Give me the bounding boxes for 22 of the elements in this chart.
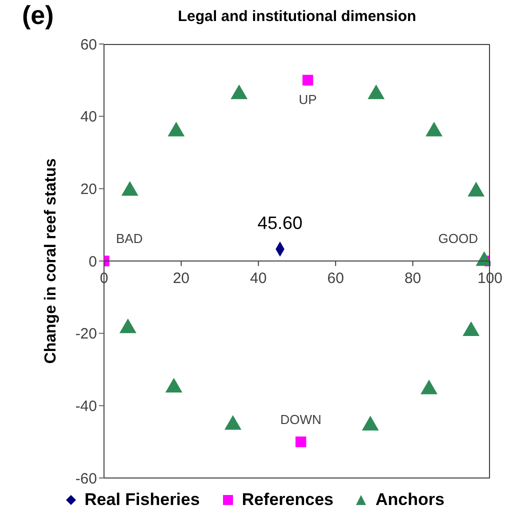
y-axis-title: Change in coral reef status bbox=[42, 158, 60, 364]
y-tick-label: -40 bbox=[75, 398, 97, 415]
annotation: UP bbox=[298, 92, 318, 108]
chart-title: Legal and institutional dimension bbox=[176, 8, 418, 25]
x-tick-label: 80 bbox=[404, 270, 422, 287]
legend-label: Anchors bbox=[374, 490, 444, 510]
annotation: GOOD bbox=[437, 231, 478, 246]
annotation: 45.60 bbox=[256, 213, 304, 234]
y-tick-label: 40 bbox=[80, 108, 97, 126]
annotation: BAD bbox=[116, 231, 144, 246]
x-tick-label: 40 bbox=[250, 270, 267, 287]
text: (e) bbox=[22, 0, 54, 31]
y-tick-label: -20 bbox=[75, 326, 97, 343]
y-tick-label: 0 bbox=[88, 253, 97, 270]
x-tick-label: 20 bbox=[172, 270, 190, 287]
annotation: DOWN bbox=[279, 412, 322, 427]
y-tick-label: -60 bbox=[75, 470, 97, 488]
y-tick-label: 20 bbox=[80, 180, 97, 198]
x-tick-label: 60 bbox=[327, 270, 344, 287]
legend-label: References bbox=[240, 490, 334, 510]
y-tick-label: 60 bbox=[80, 36, 97, 54]
legend-label: Real Fisheries bbox=[84, 490, 200, 510]
